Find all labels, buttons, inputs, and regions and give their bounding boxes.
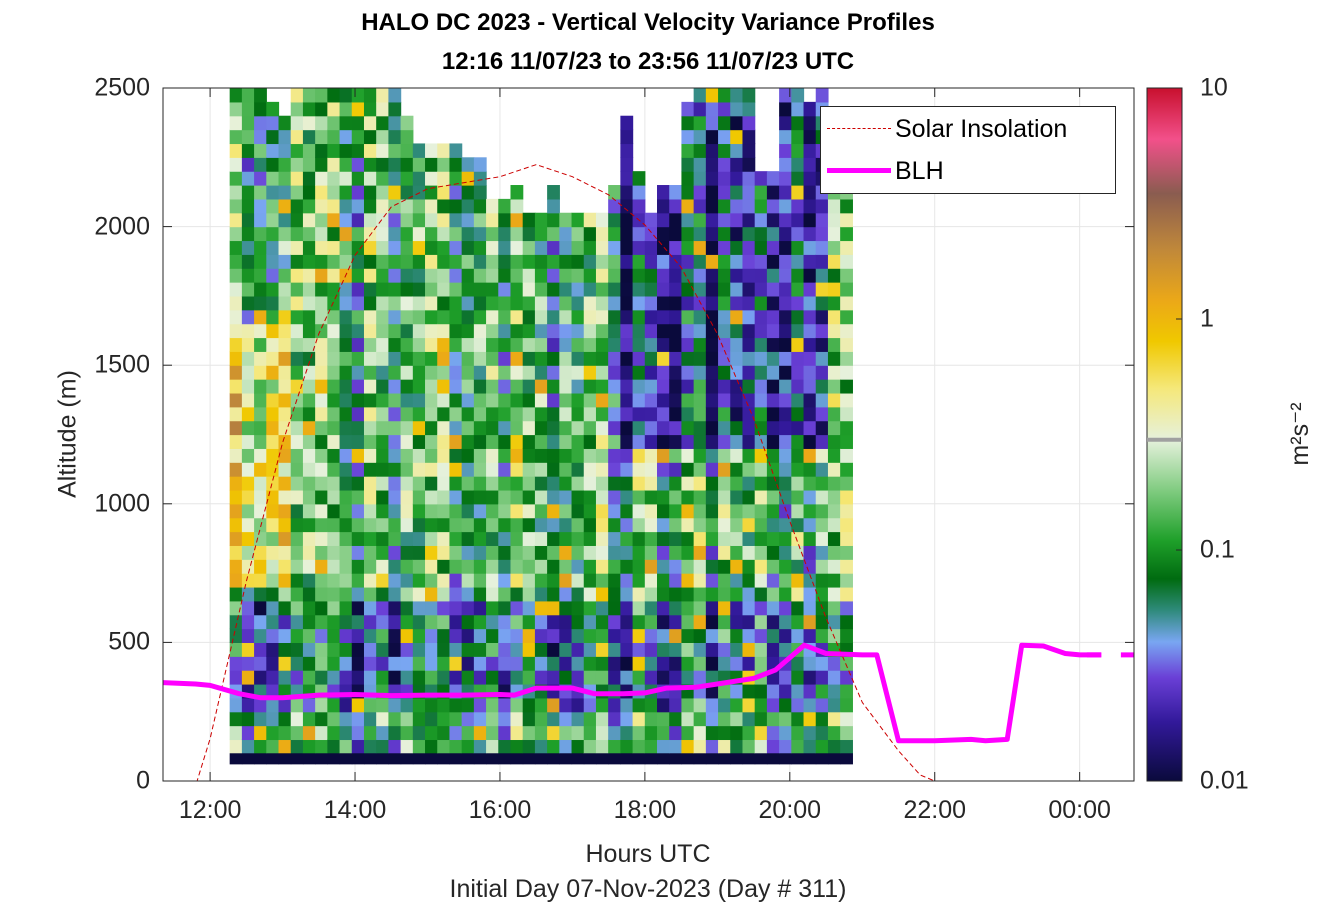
solar-insolation-line — [163, 164, 1134, 781]
colorbar-tick-label: 1 — [1200, 304, 1214, 333]
line-overlays — [163, 164, 1134, 781]
y-tick-label: 1000 — [94, 489, 150, 518]
colorbar-ticks — [1176, 87, 1182, 782]
x-tick-label: 00:00 — [1048, 796, 1111, 824]
colorbar-label: m²s⁻² — [1286, 402, 1314, 466]
chart-subtitle: 12:16 11/07/23 to 23:56 11/07/23 UTC — [441, 48, 855, 75]
y-tick-label: 500 — [108, 627, 150, 656]
x-axis-label: Hours UTC — [585, 840, 711, 868]
x-tick-label: 14:00 — [323, 796, 387, 824]
colorbar-tick-label: 0.01 — [1200, 766, 1249, 795]
legend: Solar Insolation BLH — [820, 106, 1116, 194]
y-axis-label: Altitude (m) — [53, 370, 82, 498]
y-tick-label: 1500 — [94, 350, 150, 379]
x-tick-label: 12:00 — [178, 796, 242, 824]
chart-title: HALO DC 2023 - Vertical Velocity Varianc… — [361, 9, 935, 36]
x-tick-label: 16:00 — [468, 796, 532, 824]
x-tick-label: 20:00 — [758, 796, 822, 824]
colorbar-tick-label: 10 — [1200, 73, 1228, 102]
y-tick-label: 0 — [136, 766, 150, 795]
legend-swatch-solar — [827, 128, 891, 129]
legend-item-blh: BLH — [821, 151, 1115, 191]
blh-line — [163, 642, 1102, 744]
x-tick-label: 22:00 — [903, 796, 966, 824]
variance-heatmap — [229, 88, 853, 765]
legend-label-blh: BLH — [895, 157, 944, 185]
x-axis-sublabel: Initial Day 07-Nov-2023 (Day # 311) — [449, 875, 847, 903]
colorbar-tick-label: 0.1 — [1200, 535, 1235, 564]
legend-swatch-blh — [827, 168, 891, 173]
y-ticks — [163, 87, 1134, 782]
colorbar — [1146, 87, 1183, 782]
y-tick-label: 2500 — [94, 73, 150, 102]
x-tick-label: 18:00 — [613, 796, 677, 824]
x-ticks — [209, 88, 1081, 781]
y-tick-label: 2000 — [94, 212, 150, 241]
legend-label-solar: Solar Insolation — [895, 115, 1068, 143]
legend-item-solar: Solar Insolation — [821, 109, 1115, 149]
plot-frame — [162, 87, 1135, 782]
